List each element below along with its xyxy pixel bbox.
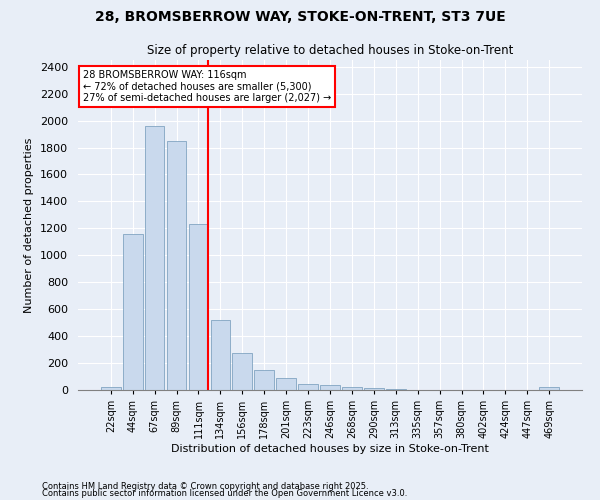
Bar	[232, 353, 252, 390]
Text: 28 BROMSBERROW WAY: 116sqm
← 72% of detached houses are smaller (5,300)
27% of s: 28 BROMSBERROW WAY: 116sqm ← 72% of deta…	[83, 70, 331, 103]
Bar	[211, 320, 230, 390]
X-axis label: Distribution of detached houses by size in Stoke-on-Trent: Distribution of detached houses by size …	[171, 444, 489, 454]
Bar	[101, 386, 121, 390]
Text: 28, BROMSBERROW WAY, STOKE-ON-TRENT, ST3 7UE: 28, BROMSBERROW WAY, STOKE-ON-TRENT, ST3…	[95, 10, 505, 24]
Bar	[145, 126, 164, 390]
Bar	[276, 378, 296, 390]
Bar	[254, 370, 274, 390]
Bar	[167, 141, 187, 390]
Y-axis label: Number of detached properties: Number of detached properties	[25, 138, 34, 312]
Bar	[123, 234, 143, 390]
Title: Size of property relative to detached houses in Stoke-on-Trent: Size of property relative to detached ho…	[147, 44, 513, 58]
Bar	[539, 388, 559, 390]
Bar	[342, 388, 362, 390]
Bar	[298, 384, 318, 390]
Text: Contains HM Land Registry data © Crown copyright and database right 2025.: Contains HM Land Registry data © Crown c…	[42, 482, 368, 491]
Bar	[320, 384, 340, 390]
Bar	[188, 224, 208, 390]
Text: Contains public sector information licensed under the Open Government Licence v3: Contains public sector information licen…	[42, 490, 407, 498]
Bar	[364, 388, 384, 390]
